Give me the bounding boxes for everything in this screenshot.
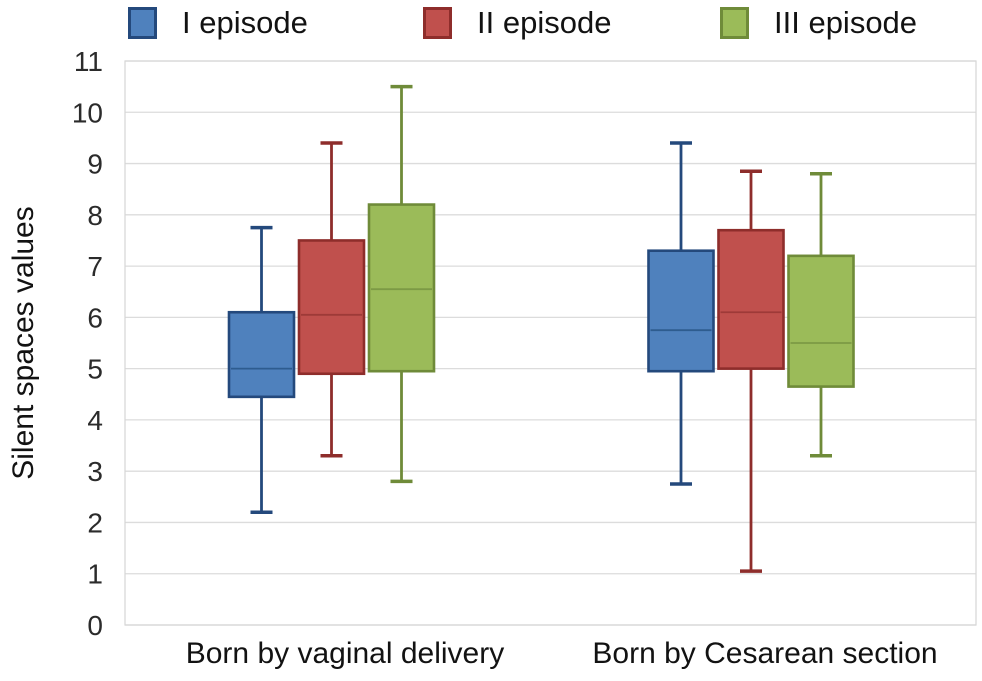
y-axis-title: Silent spaces values [7,206,40,480]
chart-legend: I episode II episode III episode [0,0,982,46]
y-tick-label: 6 [87,302,103,333]
legend-swatch-iii-episode [720,7,749,39]
y-tick-label: 10 [72,97,103,128]
y-tick-label: 0 [87,610,103,641]
legend-item-i-episode: I episode [128,4,308,42]
box-i-episode-cesarean [647,249,715,373]
x-category-label: Born by Cesarean section [592,637,937,670]
box-i-episode-vaginal [227,310,296,399]
legend-swatch-ii-episode [423,7,452,39]
y-tick-label: 7 [87,251,103,282]
box-iii-episode-cesarean [787,254,855,388]
y-tick-label: 9 [87,149,103,180]
box-ii-episode-vaginal [297,239,366,376]
y-tick-label: 2 [87,507,103,538]
box-ii-episode-cesarean [717,228,785,370]
y-tick-label: 3 [87,456,103,487]
legend-label-i-episode: I episode [182,5,308,40]
legend-label-ii-episode: II episode [477,5,612,40]
y-tick-label: 11 [74,46,103,77]
y-tick-label: 1 [87,559,103,590]
y-tick-label: 5 [87,354,103,385]
x-category-label: Born by vaginal delivery [186,637,505,670]
y-tick-label: 8 [87,200,103,231]
y-tick-label: 4 [87,405,103,436]
box-iii-episode-vaginal [367,203,436,373]
plot-border [124,60,977,626]
legend-item-iii-episode: III episode [720,4,917,42]
legend-label-iii-episode: III episode [774,5,918,40]
legend-swatch-i-episode [128,7,157,39]
legend-item-ii-episode: II episode [423,4,611,42]
